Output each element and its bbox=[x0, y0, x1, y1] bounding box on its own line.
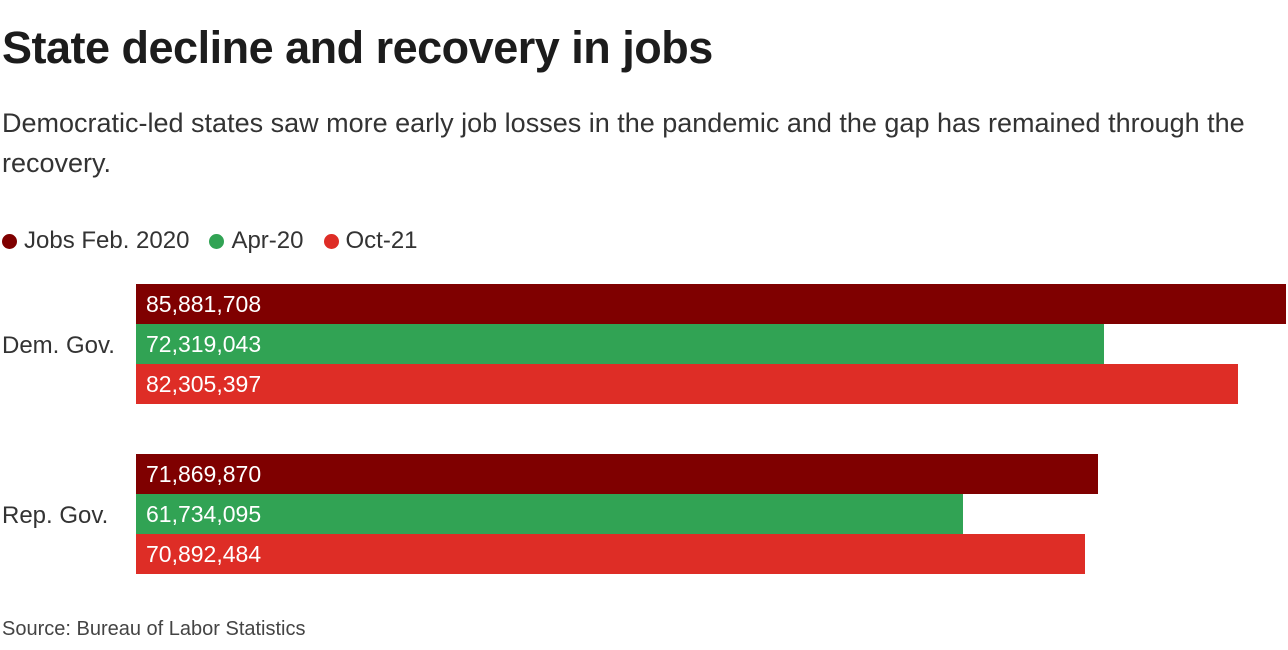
legend-swatch-feb2020 bbox=[2, 233, 17, 249]
legend-item-feb2020: Jobs Feb. 2020 bbox=[2, 227, 189, 255]
data-label-rep-gov-apr20: 61,734,095 bbox=[146, 501, 261, 527]
data-label-dem-gov-feb2020: 85,881,708 bbox=[146, 291, 261, 317]
data-label-rep-gov-feb2020: 71,869,870 bbox=[146, 461, 261, 487]
source-note: Source: Bureau of Labor Statistics bbox=[2, 618, 306, 640]
data-label-rep-gov-oct21: 70,892,484 bbox=[146, 541, 261, 567]
bar-dem-gov-feb2020 bbox=[136, 284, 1286, 324]
data-label-dem-gov-oct21: 82,305,397 bbox=[146, 371, 261, 397]
category-label-rep-gov: Rep. Gov. bbox=[2, 502, 108, 529]
legend: Jobs Feb. 2020 Apr-20 Oct-21 bbox=[2, 227, 438, 255]
bar-rep-gov-feb2020 bbox=[136, 454, 1098, 494]
chart-title: State decline and recovery in jobs bbox=[2, 22, 713, 73]
legend-label-oct21: Oct-21 bbox=[345, 227, 418, 254]
legend-item-apr20: Apr-20 bbox=[209, 227, 304, 255]
legend-swatch-oct21 bbox=[323, 233, 339, 249]
bar-group-dem-gov: Dem. Gov. 85,881,708 72,319,043 82,305,397 bbox=[2, 284, 1286, 404]
bar-chart: Dem. Gov. 85,881,708 72,319,043 82,305,397 R… bbox=[2, 284, 1286, 574]
legend-swatch-apr20 bbox=[209, 233, 225, 249]
legend-item-oct21: Oct-21 bbox=[323, 227, 418, 255]
chart-subtitle: Democratic-led states saw more early job… bbox=[2, 108, 1245, 178]
bar-group-rep-gov: Rep. Gov. 71,869,870 61,734,095 70,892,484 bbox=[2, 454, 1098, 574]
legend-label-apr20: Apr-20 bbox=[231, 227, 304, 254]
category-label-dem-gov: Dem. Gov. bbox=[2, 332, 115, 359]
bar-dem-gov-apr20 bbox=[136, 324, 1104, 364]
legend-label-feb2020: Jobs Feb. 2020 bbox=[24, 227, 190, 254]
data-label-dem-gov-apr20: 72,319,043 bbox=[146, 331, 261, 357]
bar-rep-gov-apr20 bbox=[136, 494, 963, 534]
bar-rep-gov-oct21 bbox=[136, 534, 1085, 574]
bar-dem-gov-oct21 bbox=[136, 364, 1238, 404]
